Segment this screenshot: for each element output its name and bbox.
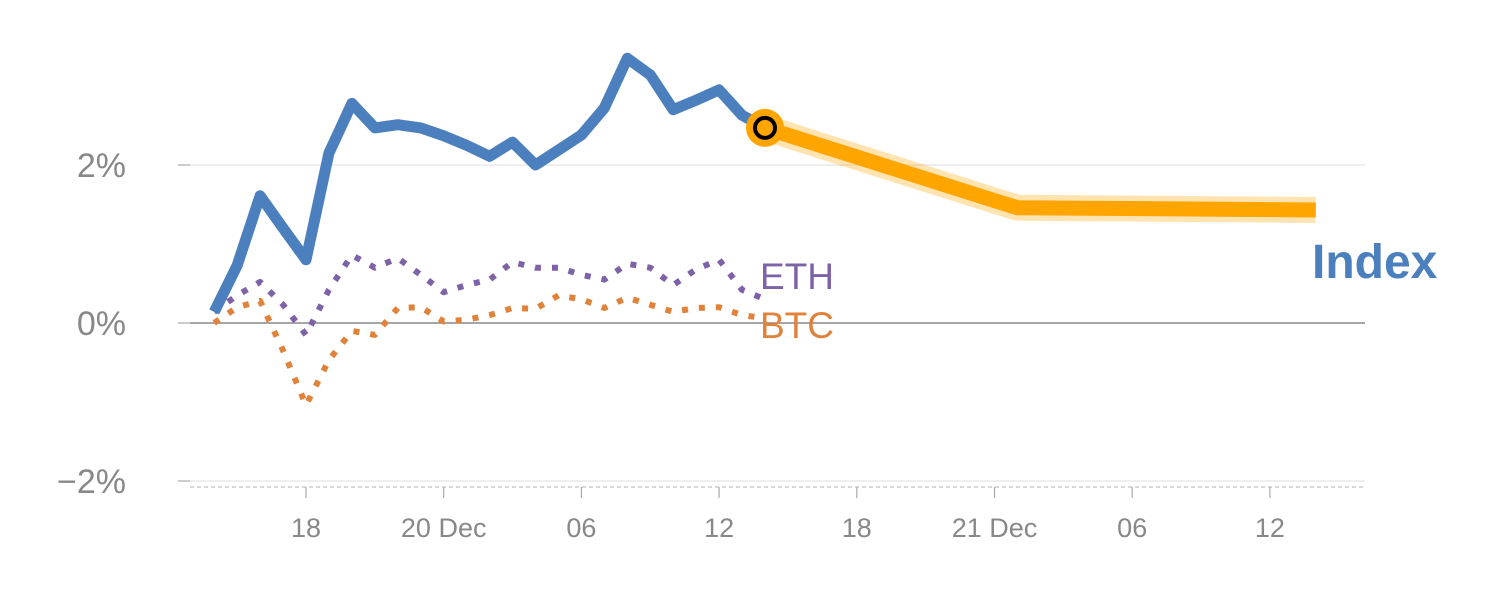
series-label-index: Index <box>1312 236 1438 289</box>
series-label-eth: ETH <box>760 256 834 297</box>
y-tick-label: −2% <box>57 463 126 501</box>
series-line-btc <box>212 292 766 409</box>
x-tick-label: 21 Dec <box>952 513 1038 543</box>
x-tick-label: 12 <box>704 513 734 543</box>
forecast-halo <box>761 115 1316 223</box>
y-axis: 2% 0% −2% <box>57 147 190 501</box>
series-line-index-forecast <box>762 120 1316 218</box>
x-tick-label: 18 <box>291 513 321 543</box>
x-tick-label: 12 <box>1255 513 1285 543</box>
x-tick-label: 20 Dec <box>401 513 487 543</box>
x-tick-label: 18 <box>842 513 872 543</box>
x-tick-label: 06 <box>566 513 596 543</box>
y-tick-label: 0% <box>77 305 126 343</box>
highlight-point-ring <box>753 115 777 140</box>
series-line-index <box>209 52 768 315</box>
y-tick-label: 2% <box>77 147 126 185</box>
x-axis: 18 20 Dec 06 12 18 21 Dec 06 12 <box>190 486 1365 543</box>
series-labels: ETH BTC Index <box>760 236 1438 346</box>
x-tick-label: 06 <box>1117 513 1147 543</box>
series-label-btc: BTC <box>760 305 834 346</box>
series-lines <box>209 52 1316 409</box>
